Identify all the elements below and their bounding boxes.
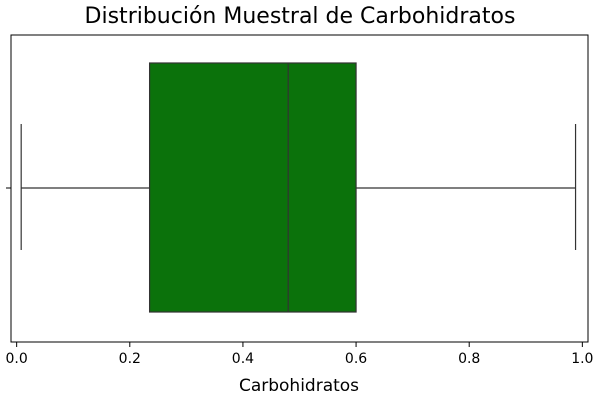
x-tick-label: 0.0 (6, 351, 28, 367)
x-tick-label: 0.4 (232, 351, 254, 367)
x-tick-label: 0.2 (119, 351, 141, 367)
iqr-box (148, 62, 357, 313)
chart-marks (20, 62, 577, 313)
x-axis: 0.0 0.2 0.4 0.6 0.8 1.0 (6, 342, 593, 367)
chart-title: Distribución Muestral de Carbohidratos (85, 4, 516, 29)
x-tick-label: 0.6 (345, 351, 367, 367)
x-axis-label: Carbohidratos (239, 376, 359, 396)
x-tick-label: 0.8 (458, 351, 480, 367)
x-tick-label: 1.0 (571, 351, 593, 367)
